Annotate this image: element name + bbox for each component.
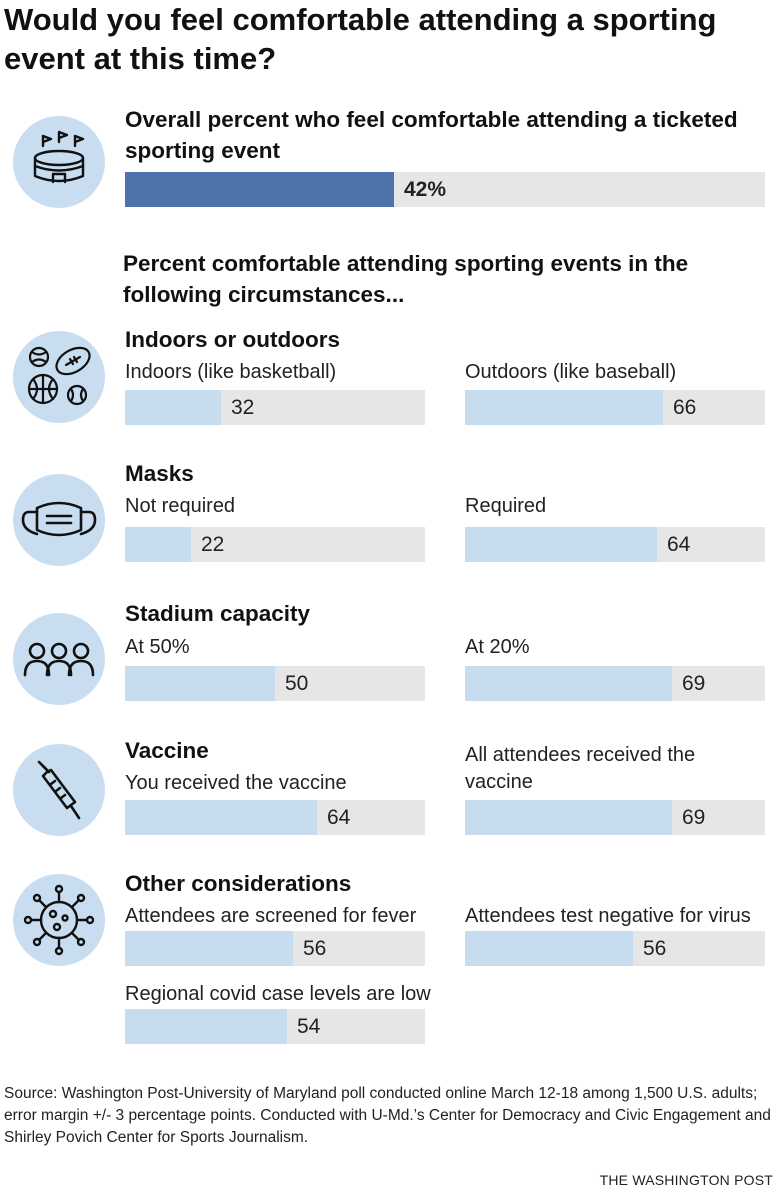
section-title-vaccine: Vaccine bbox=[125, 738, 209, 763]
item-label: Outdoors (like baseball) bbox=[465, 361, 677, 383]
bar-capacity-20: 69 bbox=[465, 666, 765, 701]
bar-value: 56 bbox=[643, 937, 667, 960]
bar-fill bbox=[465, 666, 672, 701]
bar-fill bbox=[465, 390, 663, 425]
overall-bar-track: 42% bbox=[125, 172, 765, 207]
overall-label: Overall percent who feel comfortable att… bbox=[125, 107, 738, 163]
bar-outdoors: 66 bbox=[465, 390, 765, 425]
bar-value: 32 bbox=[231, 396, 255, 419]
bar-capacity-50: 50 bbox=[125, 666, 425, 701]
bar-value: 56 bbox=[303, 937, 327, 960]
stadium-icon bbox=[13, 116, 105, 208]
item-label: All attendees received the vaccine bbox=[465, 744, 696, 793]
section-title-masks: Masks bbox=[125, 461, 194, 486]
bar-fever-screening: 56 bbox=[125, 931, 425, 966]
section-title-indoors-outdoors: Indoors or outdoors bbox=[125, 327, 340, 352]
item-label: Attendees are screened for fever bbox=[125, 905, 417, 927]
item-label: Attendees test negative for virus bbox=[465, 905, 751, 927]
overall-bar bbox=[125, 172, 394, 207]
item-label: Regional covid case levels are low bbox=[125, 983, 431, 1005]
source-note: Source: Washington Post-University of Ma… bbox=[4, 1085, 771, 1146]
item-label: You received the vaccine bbox=[125, 772, 347, 794]
bar-value: 50 bbox=[285, 672, 309, 695]
bar-vaccine-all: 69 bbox=[465, 800, 765, 835]
bar-vaccine-you: 64 bbox=[125, 800, 425, 835]
bar-masks-required: 64 bbox=[465, 527, 765, 562]
subtitle: Percent comfortable attending sporting e… bbox=[123, 251, 689, 307]
bar-value: 69 bbox=[682, 806, 706, 829]
bar-indoors: 32 bbox=[125, 390, 425, 425]
bar-fill bbox=[125, 800, 317, 835]
syringe-icon bbox=[13, 744, 105, 836]
chart-title: Would you feel comfortable attending a s… bbox=[4, 2, 717, 76]
section-title-stadium-capacity: Stadium capacity bbox=[125, 601, 311, 626]
credit: THE WASHINGTON POST bbox=[599, 1172, 773, 1188]
item-label: Required bbox=[465, 495, 547, 517]
bar-fill bbox=[465, 527, 657, 562]
bar-fill bbox=[125, 390, 221, 425]
bar-value: 22 bbox=[201, 533, 225, 556]
bar-negative-test: 56 bbox=[465, 931, 765, 966]
item-label: Indoors (like basketball) bbox=[125, 361, 337, 383]
bar-fill bbox=[125, 1009, 287, 1044]
bar-masks-not-required: 22 bbox=[125, 527, 425, 562]
section-title-other: Other considerations bbox=[125, 871, 352, 896]
bar-fill bbox=[125, 931, 293, 966]
sports-balls-icon bbox=[13, 331, 105, 423]
virus-icon bbox=[13, 874, 105, 966]
bar-value: 64 bbox=[667, 533, 691, 556]
bar-value: 64 bbox=[327, 806, 351, 829]
bar-low-covid: 54 bbox=[125, 1009, 425, 1044]
bar-fill bbox=[125, 527, 191, 562]
face-mask-icon bbox=[13, 474, 105, 566]
item-label: At 20% bbox=[465, 636, 530, 658]
overall-value: 42% bbox=[404, 178, 447, 201]
bar-fill bbox=[465, 800, 672, 835]
bar-fill bbox=[465, 931, 633, 966]
bar-value: 54 bbox=[297, 1015, 321, 1038]
item-label: At 50% bbox=[125, 636, 190, 658]
item-label: Not required bbox=[125, 495, 236, 517]
crowd-icon bbox=[13, 613, 105, 705]
bar-value: 66 bbox=[673, 396, 697, 419]
bar-value: 69 bbox=[682, 672, 706, 695]
bar-fill bbox=[125, 666, 275, 701]
